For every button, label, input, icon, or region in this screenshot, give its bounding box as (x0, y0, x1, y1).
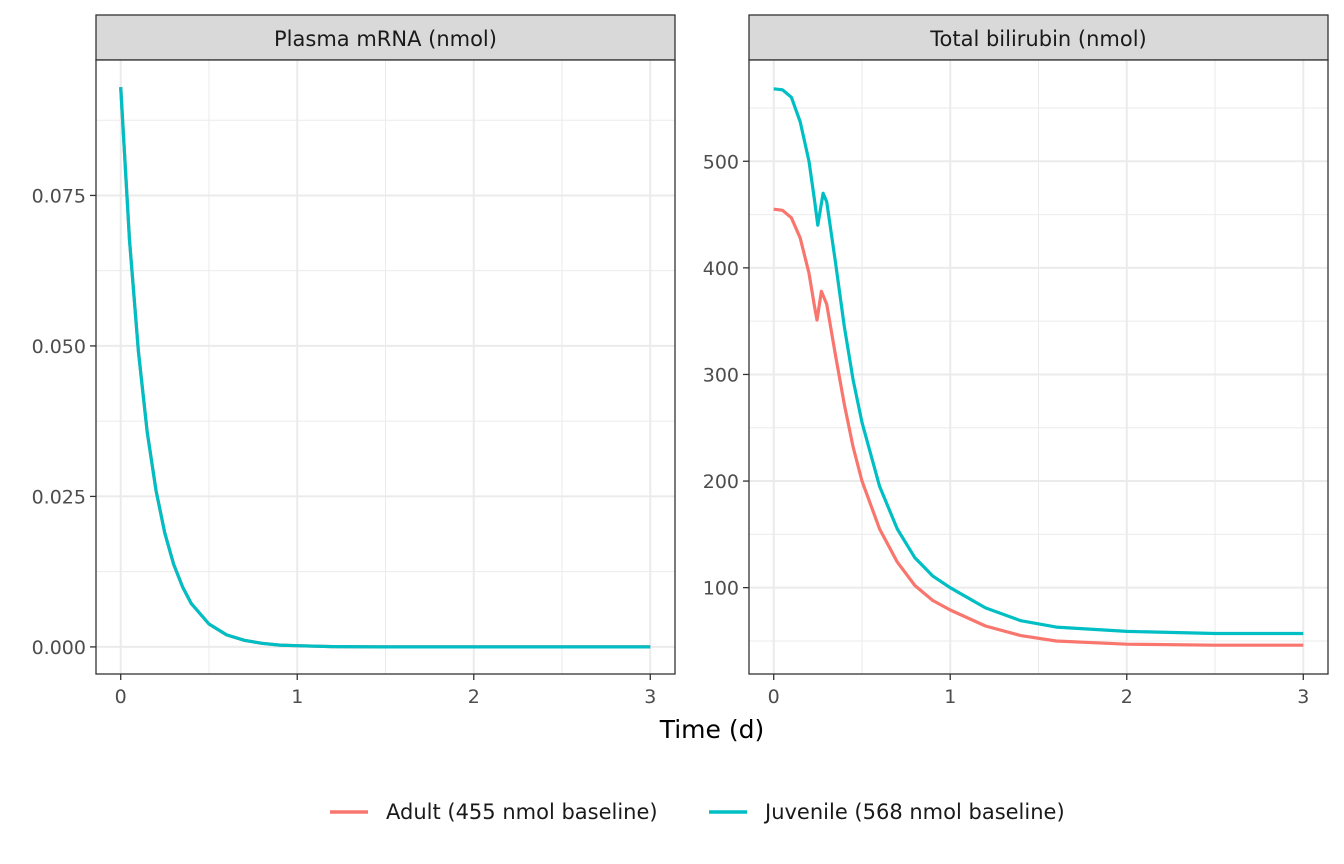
y-tick-label: 0.000 (32, 637, 86, 659)
panel-border (95, 59, 676, 675)
x-tick-label: 0 (768, 686, 780, 708)
x-tick-label: 3 (1297, 686, 1309, 708)
legend-item: Juvenile (568 nmol baseline) (709, 800, 1065, 824)
panel-title: Plasma mRNA (nmol) (274, 27, 497, 51)
x-tick-label: 2 (1121, 686, 1133, 708)
y-tick-label: 0.075 (32, 185, 86, 207)
y-tick-label: 0.050 (32, 336, 86, 358)
panel-2: Total bilirubin (nmol) 0 1 2 3 100 200 300 400 50… (703, 14, 1329, 708)
y-tick-label: 500 (703, 151, 739, 173)
x-tick-label: 3 (644, 686, 656, 708)
panel-border (748, 59, 1329, 675)
legend: Adult (455 nmol baseline) Juvenile (568 n… (330, 800, 1065, 824)
x-tick-label: 1 (291, 686, 303, 708)
gridlines (96, 60, 675, 674)
chart-panels: Plasma mRNA (nmol) 0 1 2 3 0.000 0.025 0.050 0.0… (32, 14, 1329, 708)
x-tick-label: 2 (468, 686, 480, 708)
y-tick-label: 100 (703, 578, 739, 600)
x-axis-title: Time (d) (659, 715, 765, 744)
legend-label: Juvenile (568 nmol baseline) (763, 800, 1065, 824)
legend-label: Adult (455 nmol baseline) (386, 800, 658, 824)
panel-strip (95, 14, 676, 61)
legend-item: Adult (455 nmol baseline) (330, 800, 658, 824)
series-lines (119, 87, 651, 649)
series-line (773, 87, 1304, 636)
y-tick-label: 200 (703, 471, 739, 493)
gridlines (749, 60, 1328, 674)
y-tick-label: 400 (703, 258, 739, 280)
y-tick-label: 0.025 (32, 486, 86, 508)
x-tick-label: 0 (115, 686, 127, 708)
x-tick-label: 1 (944, 686, 956, 708)
series-line (773, 207, 1304, 647)
panel-1: Plasma mRNA (nmol) 0 1 2 3 0.000 0.025 0.050 0.0… (32, 14, 676, 708)
series-lines (773, 87, 1304, 647)
panel-title: Total bilirubin (nmol) (929, 27, 1146, 51)
series-line (119, 87, 651, 649)
y-tick-label: 300 (703, 364, 739, 386)
